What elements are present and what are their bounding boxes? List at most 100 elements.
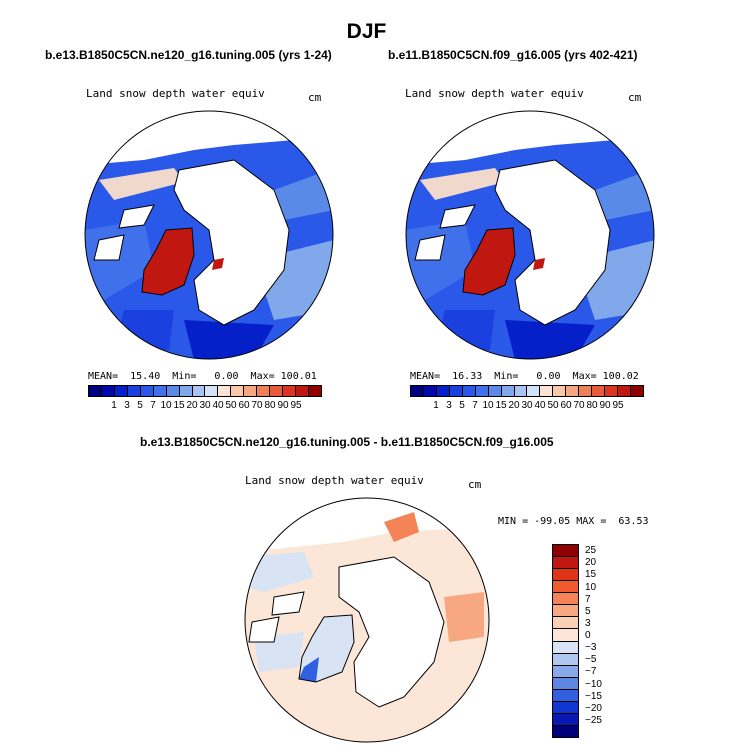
colorbar-tick-label: 15 [173, 400, 185, 411]
diff-panel-units: cm [468, 478, 482, 491]
colorbar-swatch [566, 386, 580, 396]
left-panel-subtitle: b.e13.B1850C5CN.ne120_g16.tuning.005 (yr… [45, 48, 332, 62]
colorbar-tick-label: 20 [585, 557, 597, 569]
colorbar-swatch [488, 386, 502, 396]
colorbar-swatch [501, 386, 515, 396]
left-panel-units: cm [308, 91, 322, 104]
colorbar-tick-label: 1 [111, 400, 117, 411]
colorbar-swatch [553, 689, 578, 702]
colorbar-swatch [205, 386, 219, 396]
left-colorbar [88, 385, 322, 397]
colorbar-tick-label: 3 [585, 617, 591, 629]
colorbar-tick-label: −7 [585, 666, 597, 678]
colorbar-tick-label: 95 [290, 400, 302, 411]
colorbar-tick-label: 95 [612, 400, 624, 411]
colorbar-tick-label: 7 [472, 400, 478, 411]
colorbar-swatch [257, 386, 271, 396]
colorbar-tick-label: 90 [277, 400, 289, 411]
colorbar-swatch [553, 665, 578, 678]
colorbar-tick-label: −10 [585, 678, 602, 690]
right-colorbar-labels: 1 3 5 7 10 15 20 30 40 50 60 70 80 90 95 [410, 400, 644, 411]
colorbar-swatch [579, 386, 593, 396]
colorbar-tick-label: 3 [124, 400, 130, 411]
colorbar-swatch [553, 581, 578, 594]
colorbar-tick-label: −5 [585, 654, 597, 666]
colorbar-tick-label: 80 [264, 400, 276, 411]
colorbar-swatch [514, 386, 528, 396]
colorbar-tick-label: 70 [573, 400, 585, 411]
right-panel-units: cm [628, 91, 642, 104]
colorbar-swatch [553, 386, 567, 396]
left-panel-stats: MEAN= 15.40 Min= 0.00 Max= 100.01 [88, 371, 317, 382]
colorbar-tick-label: 15 [495, 400, 507, 411]
diff-panel-variable: Land snow depth water equiv [245, 474, 424, 487]
colorbar-tick-label: 5 [585, 605, 591, 617]
colorbar-swatch [231, 386, 245, 396]
colorbar-swatch [605, 386, 618, 396]
colorbar-swatch [553, 605, 578, 618]
colorbar-swatch [296, 386, 309, 396]
colorbar-tick-label: −25 [585, 714, 602, 726]
diff-panel-stats: MIN = -99.05 MAX = 63.53 [498, 516, 649, 527]
colorbar-swatch [449, 386, 463, 396]
colorbar-swatch [553, 725, 578, 737]
colorbar-swatch [553, 701, 578, 714]
colorbar-tick-label: 10 [482, 400, 494, 411]
colorbar-tick-label: 40 [212, 400, 224, 411]
left-colorbar-labels: 1 3 5 7 10 15 20 30 40 50 60 70 80 90 95 [88, 400, 322, 411]
colorbar-swatch [553, 629, 578, 642]
colorbar-tick-label: −20 [585, 702, 602, 714]
colorbar-tick-label: 3 [446, 400, 452, 411]
colorbar-tick-label: 0 [585, 630, 591, 641]
colorbar-swatch [553, 641, 578, 654]
colorbar-swatch [179, 386, 193, 396]
colorbar-swatch [166, 386, 180, 396]
colorbar-swatch [153, 386, 167, 396]
colorbar-tick-label: 30 [521, 400, 533, 411]
colorbar-tick-label: 1 [433, 400, 439, 411]
left-polar-map [84, 110, 334, 360]
colorbar-swatch [553, 569, 578, 582]
colorbar-tick-label: 15 [585, 569, 597, 581]
diff-panel-subtitle: b.e13.B1850C5CN.ne120_g16.tuning.005 - b… [140, 435, 554, 449]
colorbar-tick-label: 70 [251, 400, 263, 411]
colorbar-tick-label: 50 [547, 400, 559, 411]
colorbar-swatch [270, 386, 284, 396]
colorbar-swatch [540, 386, 554, 396]
colorbar-swatch [127, 386, 141, 396]
left-panel-variable: Land snow depth water equiv [86, 87, 265, 100]
colorbar-tick-label: 30 [199, 400, 211, 411]
colorbar-tick-label: −15 [585, 690, 602, 702]
colorbar-swatch [218, 386, 232, 396]
colorbar-tick-label: 5 [137, 400, 143, 411]
colorbar-tick-label: 60 [238, 400, 250, 411]
colorbar-tick-label: 50 [225, 400, 237, 411]
colorbar-tick-label: 80 [586, 400, 598, 411]
colorbar-tick-label: 40 [534, 400, 546, 411]
right-panel-variable: Land snow depth water equiv [405, 87, 584, 100]
colorbar-tick-label: 7 [150, 400, 156, 411]
colorbar-swatch [140, 386, 154, 396]
right-polar-map [405, 110, 655, 360]
colorbar-swatch [553, 545, 578, 558]
colorbar-tick-label: 10 [160, 400, 172, 411]
colorbar-tick-label: 60 [560, 400, 572, 411]
colorbar-swatch [475, 386, 489, 396]
colorbar-tick-label: 20 [508, 400, 520, 411]
colorbar-swatch [553, 617, 578, 630]
right-panel-subtitle: b.e11.B1850C5CN.f09_g16.005 (yrs 402-421… [388, 48, 638, 62]
colorbar-swatch [462, 386, 476, 396]
colorbar-tick-label: 10 [585, 581, 597, 593]
diff-colorbar [552, 544, 579, 738]
colorbar-tick-label: −3 [585, 642, 597, 654]
page-title: DJF [346, 20, 387, 43]
colorbar-swatch [553, 557, 578, 570]
colorbar-swatch [114, 386, 128, 396]
colorbar-swatch [101, 386, 115, 396]
colorbar-swatch [244, 386, 258, 396]
colorbar-swatch [283, 386, 296, 396]
colorbar-tick-label: 7 [585, 593, 591, 605]
colorbar-swatch [411, 386, 424, 396]
right-colorbar [410, 385, 644, 397]
colorbar-swatch [630, 386, 643, 396]
